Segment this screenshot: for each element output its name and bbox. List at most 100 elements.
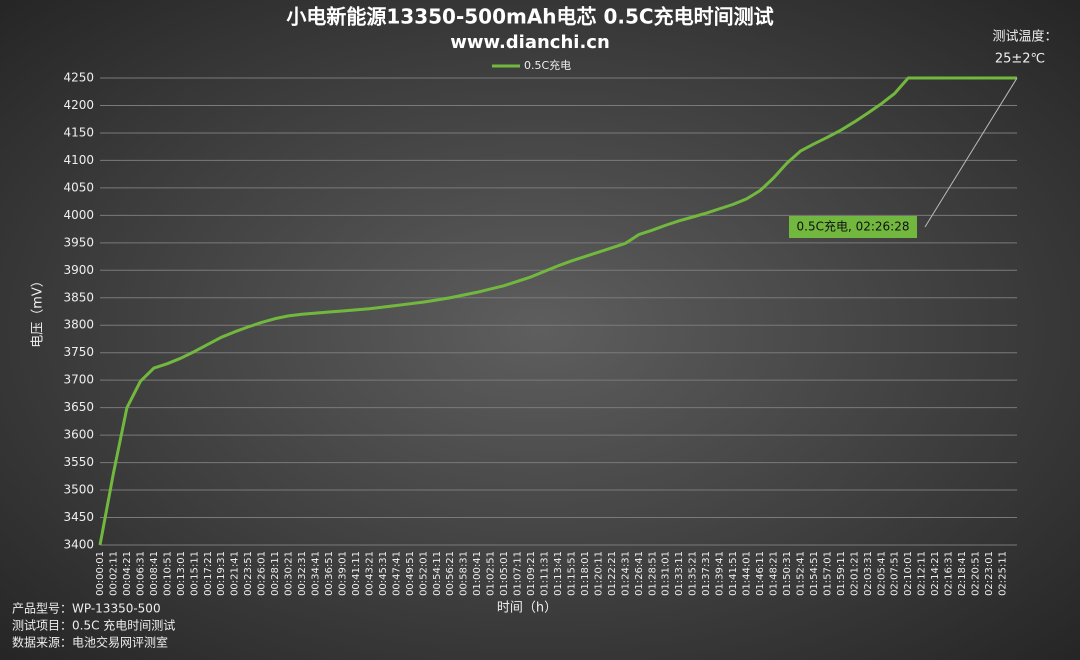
x-tick-label: 02:20:51 xyxy=(971,551,982,596)
x-tick-label: 01:09:21 xyxy=(526,551,537,596)
x-tick-label: 00:47:41 xyxy=(391,551,402,596)
x-tick-label: 01:05:01 xyxy=(499,551,510,596)
x-tick-label: 00:45:31 xyxy=(378,551,389,596)
x-tick-label: 00:06:31 xyxy=(135,551,146,596)
y-tick-label: 3450 xyxy=(63,510,94,524)
y-tick-label: 3950 xyxy=(63,235,94,249)
x-tick-label: 00:10:51 xyxy=(162,551,173,596)
temperature: 25±2℃ xyxy=(995,52,1045,67)
annotation-box xyxy=(789,216,917,238)
x-tick-label: 00:17:21 xyxy=(203,551,214,596)
annotation: 0.5C充电, 02:26:28 xyxy=(797,219,910,234)
x-tick-label: 00:28:11 xyxy=(270,551,281,596)
x-tick-label: 01:22:21 xyxy=(607,551,618,596)
y-tick-label: 3600 xyxy=(63,428,94,442)
x-tick-label: 01:33:11 xyxy=(674,551,685,596)
y-tick-label: 4150 xyxy=(63,125,94,139)
footer-line: 产品型号：WP-13350-500 xyxy=(12,602,161,616)
chart-title: 小电新能源13350-500mAh电芯 0.5C充电时间测试 xyxy=(286,5,773,29)
x-tick-label: 02:10:01 xyxy=(903,551,914,596)
y-tick-label: 3700 xyxy=(63,373,94,387)
x-tick-label: 02:03:31 xyxy=(863,551,874,596)
x-tick-label: 01:41:51 xyxy=(728,551,739,596)
y-tick-label: 4200 xyxy=(63,98,94,112)
data-line xyxy=(98,76,1017,546)
x-tick-label: 01:31:01 xyxy=(661,551,672,596)
x-tick-label: 01:07:11 xyxy=(513,551,524,596)
x-tick-label: 02:18:41 xyxy=(957,551,968,596)
y-tick-label: 4250 xyxy=(63,71,94,85)
x-tick-label: 00:43:21 xyxy=(364,551,375,596)
x-tick-label: 00:36:51 xyxy=(324,551,335,596)
x-tick-label: 00:41:11 xyxy=(351,551,362,596)
y-tick-label: 3650 xyxy=(63,400,94,414)
x-tick-label: 02:05:41 xyxy=(876,551,887,596)
y-tick-label: 4100 xyxy=(63,153,94,167)
x-tick-label: 00:32:31 xyxy=(297,551,308,596)
y-axis-title: 电压（mV） xyxy=(31,274,46,348)
y-tick-label: 3800 xyxy=(63,318,94,332)
x-tick-label: 00:34:41 xyxy=(311,551,322,596)
x-tick-label: 01:15:51 xyxy=(566,551,577,596)
x-tick-label: 02:12:11 xyxy=(917,551,928,596)
chart-subtitle: www.dianchi.cn xyxy=(450,32,610,53)
x-tick-label: 00:04:21 xyxy=(122,551,133,596)
x-tick-label: 01:11:31 xyxy=(540,551,551,596)
x-tick-label: 00:00:01 xyxy=(95,551,106,596)
x-tick-label: 02:23:01 xyxy=(984,551,995,596)
x-tick-label: 01:00:41 xyxy=(472,551,483,596)
x-tick-label: 02:25:11 xyxy=(997,551,1008,596)
annotation-leader xyxy=(924,77,1018,228)
x-tick-label: 01:59:11 xyxy=(836,551,847,596)
x-tick-label: 01:20:11 xyxy=(593,551,604,596)
y-tick-label: 3750 xyxy=(63,345,94,359)
x-tick-label: 01:37:31 xyxy=(701,551,712,596)
x-tick-label: 01:44:01 xyxy=(742,551,753,596)
x-tick-label: 01:18:01 xyxy=(580,551,591,596)
x-tick-label: 00:08:41 xyxy=(149,551,160,596)
x-tick-label: 00:13:01 xyxy=(176,551,187,596)
footer-line: 测试项目：0.5C 充电时间测试 xyxy=(12,618,175,633)
x-tick-label: 01:13:41 xyxy=(553,551,564,596)
x-tick-label: 01:28:51 xyxy=(647,551,658,596)
y-tick-label: 3900 xyxy=(63,263,94,277)
temperature-label: 测试温度： xyxy=(992,29,1057,45)
x-tick-label: 01:24:31 xyxy=(620,551,631,596)
x-tick-label: 01:50:31 xyxy=(782,551,793,596)
x-tick-label: 01:46:11 xyxy=(755,551,766,596)
x-tick-label: 00:02:11 xyxy=(108,551,119,596)
x-tick-label: 01:52:41 xyxy=(795,551,806,596)
footer-line: 数据来源：电池交易网评测室 xyxy=(12,635,168,650)
x-tick-label: 00:19:31 xyxy=(216,551,227,596)
x-tick-label: 01:57:01 xyxy=(822,551,833,596)
y-tick-label: 3400 xyxy=(63,538,94,552)
x-tick-label: 00:15:11 xyxy=(189,551,200,596)
y-tick-label: 3850 xyxy=(63,290,94,304)
x-tick-label: 00:23:51 xyxy=(243,551,254,596)
x-tick-label: 00:30:21 xyxy=(284,551,295,596)
x-axis-title: 时间（h） xyxy=(497,601,557,616)
x-tick-label: 02:07:51 xyxy=(890,551,901,596)
x-tick-label: 02:01:21 xyxy=(849,551,860,596)
x-tick-label: 00:52:01 xyxy=(418,551,429,596)
x-tick-label: 01:54:51 xyxy=(809,551,820,596)
x-tick-label: 01:48:21 xyxy=(769,551,780,596)
y-tick-label: 4000 xyxy=(63,208,94,222)
x-tick-label: 00:54:11 xyxy=(432,551,443,596)
x-tick-label: 00:26:01 xyxy=(257,551,268,596)
x-tick-label: 01:35:21 xyxy=(688,551,699,596)
x-tick-label: 00:49:51 xyxy=(405,551,416,596)
x-tick-label: 02:14:21 xyxy=(930,551,941,596)
x-tick-label: 01:39:41 xyxy=(715,551,726,596)
y-tick-label: 3550 xyxy=(63,455,94,469)
x-tick-label: 00:56:21 xyxy=(445,551,456,596)
x-tick-label: 01:26:41 xyxy=(634,551,645,596)
y-tick-label: 4050 xyxy=(63,180,94,194)
x-tick-label: 02:16:31 xyxy=(944,551,955,596)
legend-label: 0.5C充电 xyxy=(524,58,571,72)
x-tick-label: 01:02:51 xyxy=(486,551,497,596)
x-tick-label: 00:58:31 xyxy=(459,551,470,596)
